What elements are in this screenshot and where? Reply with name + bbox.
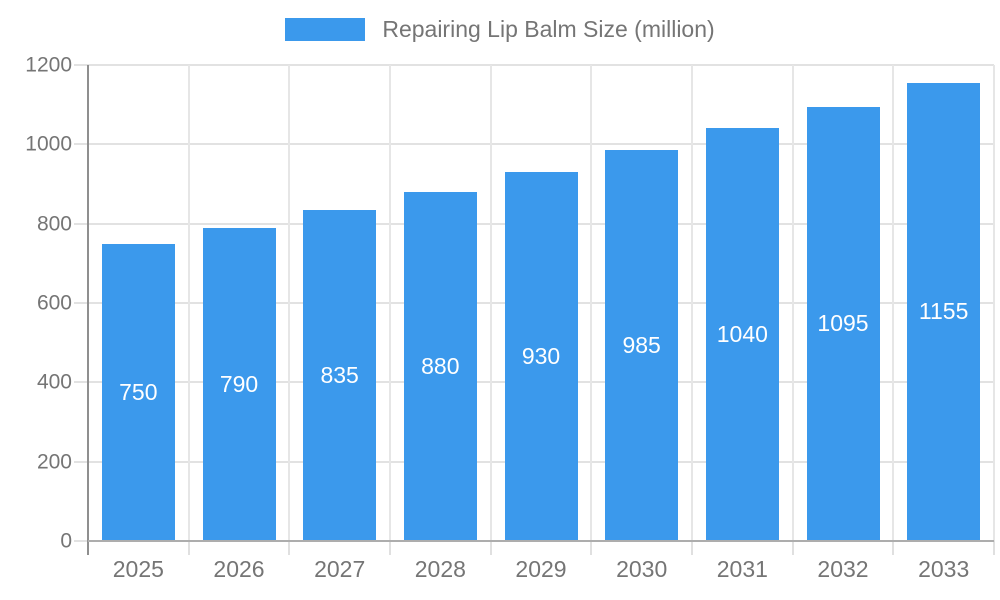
h-gridline [88,143,994,146]
bar-value-label: 750 [119,378,158,405]
bar-value-label: 835 [320,361,359,388]
x-tick-mark [187,541,190,555]
x-tick-label: 2032 [817,556,869,582]
legend-label: Repairing Lip Balm Size (million) [382,16,715,42]
x-tick-mark [993,541,995,555]
y-tick-label: 200 [36,450,72,474]
bar-value-label: 985 [622,332,661,359]
bar-value-label: 930 [521,343,561,370]
y-tick-label: 0 [60,529,72,553]
v-gridline [791,65,794,541]
x-tick-mark [288,541,291,555]
bar[interactable]: 835 [303,209,377,541]
y-axis-ticks [74,64,88,542]
v-gridline [187,65,190,541]
legend-swatch [285,18,366,41]
bar[interactable]: 880 [403,191,477,541]
x-tick-label: 2025 [112,556,164,582]
h-gridline [88,64,994,66]
x-tick-mark [389,541,391,555]
plot-area: 750 790 835 880 930 985 1040 1095 1155 [88,64,995,541]
v-gridline [288,65,291,541]
x-axis-ticks [87,541,995,555]
y-tick-label: 800 [36,212,72,236]
x-axis-line [88,540,994,542]
y-tick-mark [74,540,88,542]
y-tick-mark [74,381,88,384]
x-tick-label: 2033 [918,556,970,582]
y-tick-mark [74,64,88,66]
bar-value-label: 1155 [918,298,969,325]
x-tick-mark [791,541,794,555]
x-axis-labels: 2025 2026 2027 2028 2029 2030 2031 2032 2033 [88,556,994,587]
x-tick-label: 2027 [314,556,366,582]
bar-value-label: 880 [421,352,460,379]
bar-value-label: 1040 [716,321,768,348]
legend[interactable]: Repairing Lip Balm Size (million) [0,16,1000,43]
bar-value-label: 790 [219,370,259,397]
bar[interactable]: 930 [504,172,578,541]
x-tick-label: 2029 [515,556,567,582]
x-tick-label: 2028 [414,556,466,582]
v-gridline [389,65,391,541]
v-gridline [892,65,895,541]
y-tick-mark [74,143,88,146]
y-tick-label: 1000 [25,132,72,156]
bar[interactable]: 1095 [806,106,880,541]
bar-value-label: 1095 [817,310,869,337]
y-axis-labels: 0 200 400 600 800 1000 1200 [0,55,72,552]
y-tick-label: 400 [36,370,72,394]
x-tick-label: 2031 [716,556,768,582]
v-gridline [590,65,593,541]
y-tick-label: 600 [36,291,72,315]
y-axis-line [87,65,89,555]
x-tick-mark [489,541,492,555]
y-tick-mark [74,460,88,463]
x-tick-label: 2026 [213,556,265,582]
x-tick-mark [590,541,593,555]
x-tick-mark [892,541,895,555]
y-tick-mark [74,222,88,225]
v-gridline [691,65,693,541]
x-tick-mark [691,541,693,555]
bar[interactable]: 985 [605,150,679,541]
x-tick-label: 2030 [616,556,668,582]
y-tick-label: 1200 [25,53,72,77]
y-tick-mark [74,302,88,304]
v-gridline [993,65,995,541]
bar[interactable]: 1155 [907,82,981,541]
bar[interactable]: 750 [101,243,175,541]
v-gridline [489,65,492,541]
bar[interactable]: 1040 [705,128,779,541]
bar[interactable]: 790 [202,227,276,541]
